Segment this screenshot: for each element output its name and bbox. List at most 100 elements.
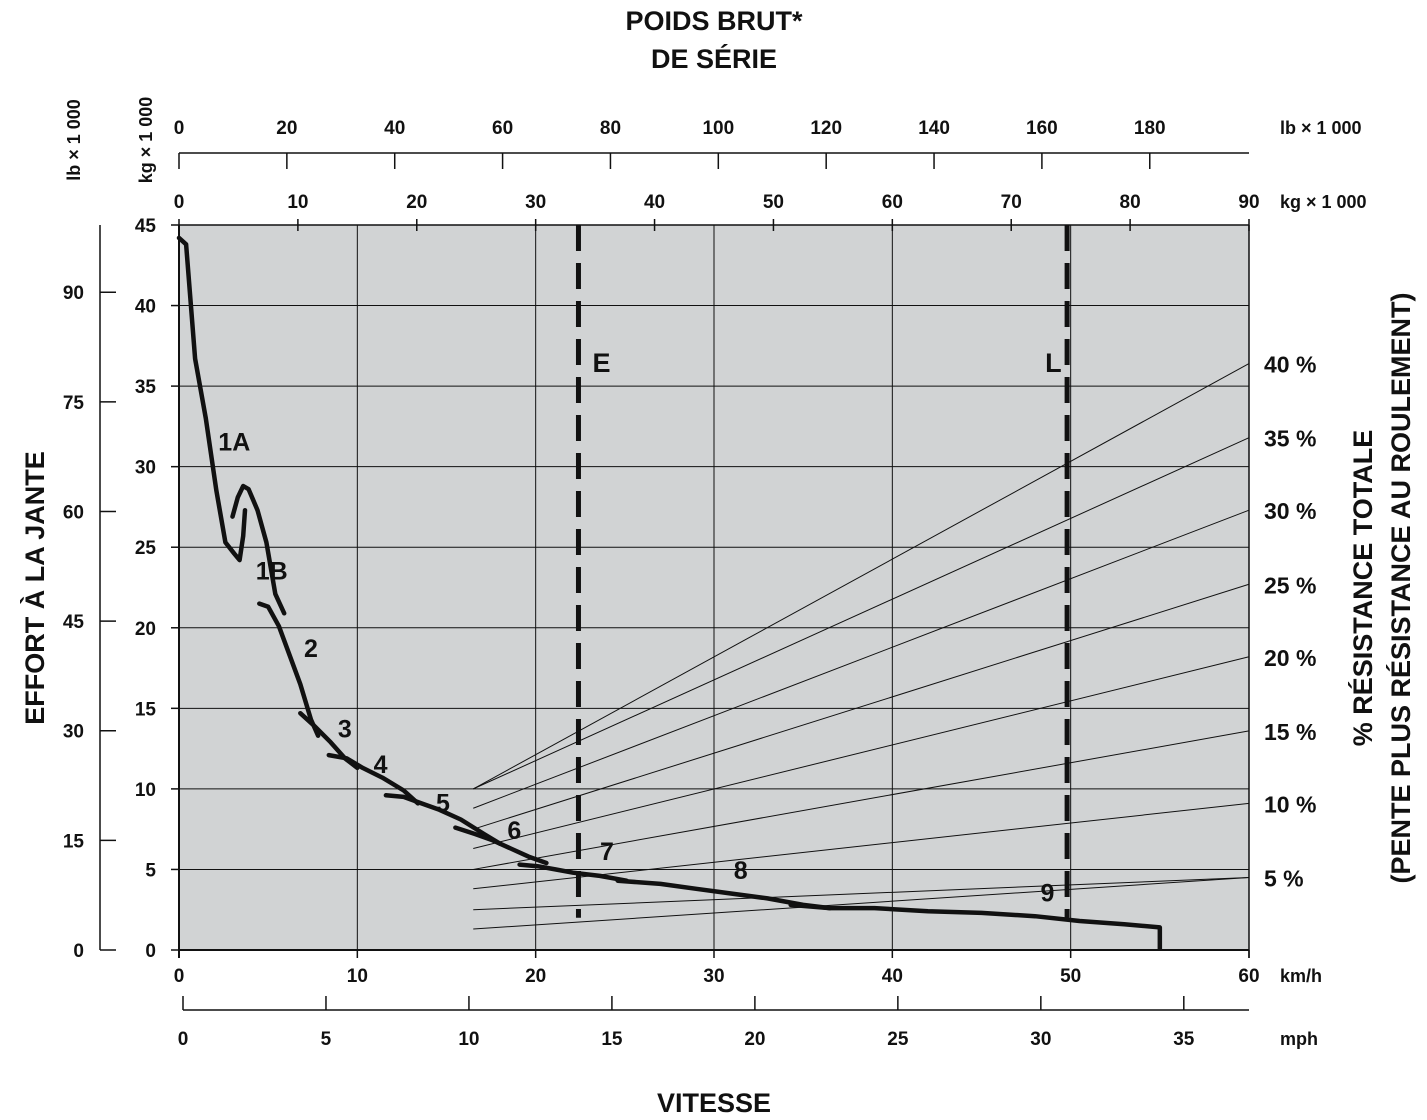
rimpull-curve <box>453 825 549 866</box>
resistance-label: 30 % <box>1264 498 1316 524</box>
top-lb-tick-label: 60 <box>492 118 513 139</box>
y-kg-tick-label: 15 <box>135 699 157 720</box>
x-mph-tick-label: 5 <box>321 1029 332 1050</box>
resistance-label: 25 % <box>1264 572 1316 598</box>
y-axis-title-right-line1: % RÉSISTANCE TOTALE <box>1347 430 1378 747</box>
resistance-line <box>473 656 1250 849</box>
resistance-label: 10 % <box>1264 791 1316 817</box>
curve-label: 7 <box>600 838 614 866</box>
curve-label: 3 <box>338 715 352 743</box>
top-lb-tick-label: 80 <box>600 118 621 139</box>
rimpull-curve <box>176 235 248 563</box>
curve-label: 5 <box>436 789 450 817</box>
y-lb-tick-label: 45 <box>63 612 85 633</box>
resistance-line <box>473 877 1250 930</box>
x-kmh-tick-label: 20 <box>525 966 546 987</box>
curve-label: 8 <box>734 857 748 885</box>
resistance-line <box>473 583 1250 830</box>
x-kmh-tick-label: 50 <box>1060 966 1081 987</box>
top-kg-tick-label: 70 <box>1001 192 1022 213</box>
rimpull-curve <box>230 483 287 616</box>
curve-label: 1A <box>218 429 250 457</box>
top-lb-tick-label: 0 <box>174 118 185 139</box>
y-kg-tick-label: 40 <box>135 297 156 318</box>
rimpull-curve <box>383 793 503 846</box>
top-kg-tick-label: 40 <box>644 192 665 213</box>
top-lb-tick-label: 140 <box>918 118 950 139</box>
curve-label: 1B <box>256 557 288 585</box>
curve-label: 4 <box>374 751 388 779</box>
rimpull-curve <box>788 902 1163 930</box>
y-kg-tick-label: 5 <box>145 860 156 881</box>
rimpull-curve <box>326 752 421 806</box>
x-mph-tick-label: 10 <box>458 1029 479 1050</box>
mph-unit: mph <box>1280 1029 1318 1049</box>
resistance-lines: 5 % 10 % 15 % 20 % 25 % 30 % 35 % 40 % <box>473 352 1316 930</box>
resistance-line <box>473 730 1250 870</box>
y-kg-tick-label: 35 <box>135 377 157 398</box>
top-lb-unit-right: lb × 1 000 <box>1280 118 1362 138</box>
chart-title-line1: POIDS BRUT* <box>625 6 803 36</box>
x-kmh-tick-label: 0 <box>174 966 185 987</box>
x-mph-tick-label: 30 <box>1030 1029 1051 1050</box>
x-mph-tick-label: 35 <box>1173 1029 1195 1050</box>
y-lb-tick-label: 15 <box>63 831 85 852</box>
top-lb-tick-label: 100 <box>702 118 734 139</box>
x-mph-tick-label: 20 <box>744 1029 765 1050</box>
x-kmh-tick-label: 30 <box>703 966 724 987</box>
y-axis-title-right-line2: (PENTE PLUS RÉSISTANCE AU ROULEMENT) <box>1385 292 1416 883</box>
y-lb-tick-label: 30 <box>63 722 84 743</box>
top-kg-tick-label: 20 <box>406 192 427 213</box>
resistance-line <box>473 509 1250 809</box>
top-kg-unit-right: kg × 1 000 <box>1280 192 1367 212</box>
resistance-line <box>473 437 1250 790</box>
y-kg-tick-label: 25 <box>135 538 157 559</box>
x-mph-tick-label: 0 <box>178 1029 189 1050</box>
chart-title-line2: DE SÉRIE <box>651 43 777 74</box>
y-lb-tick-label: 75 <box>63 393 85 414</box>
x-kmh-tick-label: 10 <box>347 966 368 987</box>
resistance-label: 15 % <box>1264 719 1316 745</box>
axes: 0 10 20 30 40 50 60 70 80 900 20 40 60 80 100 120 140 160… <box>63 118 1260 1050</box>
curve-label: 2 <box>304 635 318 663</box>
rimpull-curve <box>257 601 321 738</box>
y-lb-tick-label: 90 <box>63 283 84 304</box>
rimpull-curve <box>517 862 629 883</box>
resistance-label: 35 % <box>1264 426 1316 452</box>
x-mph-tick-label: 25 <box>887 1029 909 1050</box>
x-axis-title: VITESSE <box>657 1088 771 1118</box>
x-mph-tick-label: 15 <box>601 1029 623 1050</box>
x-kmh-tick-label: 40 <box>882 966 903 987</box>
y-kg-tick-label: 10 <box>135 780 156 801</box>
top-kg-tick-label: 30 <box>525 192 546 213</box>
top-kg-tick-label: 80 <box>1120 192 1141 213</box>
top-lb-tick-label: 160 <box>1026 118 1058 139</box>
top-kg-tick-label: 60 <box>882 192 903 213</box>
kmh-unit: km/h <box>1280 966 1322 986</box>
rimpull-curves: 1A 1B 2 34 5 6 7 8 9 <box>176 235 1163 950</box>
y-kg-tick-label: 30 <box>135 458 156 479</box>
grid <box>179 225 1249 950</box>
y-kg-tick-label: 45 <box>135 216 157 237</box>
top-lb-tick-label: 120 <box>810 118 842 139</box>
y-kg-tick-label: 0 <box>145 941 156 962</box>
resistance-label: 40 % <box>1264 352 1316 378</box>
resistance-line <box>473 877 1250 911</box>
top-lb-tick-label: 40 <box>384 118 405 139</box>
top-lb-tick-label: 180 <box>1134 118 1166 139</box>
x-kmh-tick-label: 60 <box>1238 966 1259 987</box>
top-kg-unit-left: kg × 1 000 <box>136 97 156 184</box>
top-lb-unit-left: lb × 1 000 <box>64 99 84 181</box>
resistance-line <box>473 363 1250 790</box>
curve-label: 9 <box>1041 880 1055 908</box>
marker-label: E <box>592 348 610 378</box>
top-kg-tick-label: 0 <box>174 192 185 213</box>
top-lb-tick-label: 20 <box>276 118 297 139</box>
y-lb-tick-label: 0 <box>73 941 84 962</box>
marker-label: L <box>1045 348 1062 378</box>
resistance-label: 5 % <box>1264 866 1304 892</box>
y-kg-tick-label: 20 <box>135 619 156 640</box>
labels: POIDS BRUT* DE SÉRIE VITESSE EFFORT À LA… <box>19 6 1416 1118</box>
curve-label: 6 <box>507 817 521 845</box>
